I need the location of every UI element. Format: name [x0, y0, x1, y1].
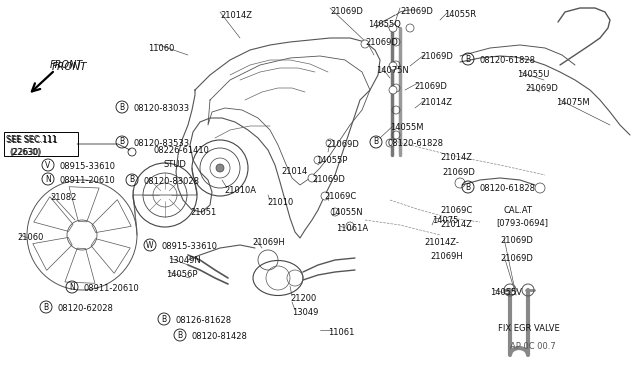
Text: 21014Z: 21014Z	[420, 98, 452, 107]
Text: 21069D: 21069D	[330, 7, 363, 16]
Text: B: B	[129, 176, 134, 185]
Text: (22630): (22630)	[10, 148, 42, 157]
Text: 14055P: 14055P	[316, 156, 348, 165]
Circle shape	[389, 62, 397, 70]
Text: 08915-33610: 08915-33610	[161, 242, 217, 251]
Circle shape	[389, 24, 397, 32]
Text: 21014: 21014	[281, 167, 307, 176]
Text: 08120-81428: 08120-81428	[191, 332, 247, 341]
Text: 21014Z: 21014Z	[440, 220, 472, 229]
Text: 11060: 11060	[148, 44, 174, 53]
Text: 13049: 13049	[292, 308, 318, 317]
Text: FRONT: FRONT	[52, 62, 88, 72]
Text: 21069D: 21069D	[312, 175, 345, 184]
Text: 21069D: 21069D	[525, 84, 558, 93]
Text: N: N	[45, 174, 51, 183]
Circle shape	[314, 156, 322, 164]
Text: 14075: 14075	[432, 216, 458, 225]
Text: 21069H: 21069H	[252, 238, 285, 247]
Text: 21014Z: 21014Z	[220, 11, 252, 20]
Circle shape	[389, 86, 397, 94]
Text: SEE SEC.111: SEE SEC.111	[6, 135, 57, 144]
Text: 21010A: 21010A	[224, 186, 256, 195]
Circle shape	[308, 174, 316, 182]
Text: B: B	[373, 138, 379, 147]
Text: 08120-61828: 08120-61828	[479, 184, 535, 193]
Circle shape	[406, 24, 414, 32]
Text: 11061: 11061	[328, 328, 355, 337]
Text: (22630): (22630)	[9, 148, 40, 157]
Text: 14055N: 14055N	[330, 208, 363, 217]
Text: 08120-61828: 08120-61828	[479, 56, 535, 65]
Text: N: N	[69, 282, 75, 292]
Text: B: B	[465, 55, 470, 64]
Text: 21014Z-: 21014Z-	[424, 238, 459, 247]
Text: 21069D: 21069D	[414, 82, 447, 91]
Text: B: B	[465, 183, 470, 192]
Circle shape	[326, 139, 334, 147]
Text: 21069D: 21069D	[400, 7, 433, 16]
Text: STUD: STUD	[163, 160, 186, 169]
Text: 21069C: 21069C	[324, 192, 356, 201]
Text: AP 0C 00.7: AP 0C 00.7	[510, 342, 556, 351]
Circle shape	[346, 222, 354, 230]
Text: 08911-20610: 08911-20610	[59, 176, 115, 185]
Text: 08120-83028: 08120-83028	[143, 177, 199, 186]
Text: 08120-61828: 08120-61828	[387, 139, 443, 148]
Text: 21082: 21082	[50, 193, 76, 202]
Text: 08915-33610: 08915-33610	[59, 162, 115, 171]
Text: 14055U: 14055U	[517, 70, 549, 79]
Text: 21069H: 21069H	[430, 252, 463, 261]
Circle shape	[321, 192, 329, 200]
Text: 21200: 21200	[290, 294, 316, 303]
Text: B: B	[120, 138, 125, 147]
Text: FRONT: FRONT	[50, 60, 83, 70]
Circle shape	[331, 208, 339, 216]
Text: 14056P: 14056P	[166, 270, 198, 279]
Text: 21069D: 21069D	[442, 168, 475, 177]
Text: 21069D: 21069D	[500, 236, 533, 245]
Text: 14055M: 14055M	[390, 123, 424, 132]
Text: B: B	[120, 103, 125, 112]
Text: 21014Z: 21014Z	[440, 153, 472, 162]
Text: 08126-81628: 08126-81628	[175, 316, 231, 325]
Text: CAL.AT: CAL.AT	[504, 206, 533, 215]
Text: 21069C: 21069C	[440, 206, 472, 215]
Text: 08120-83033: 08120-83033	[133, 104, 189, 113]
Text: V: V	[45, 160, 51, 170]
Text: [0793-0694]: [0793-0694]	[496, 218, 548, 227]
Circle shape	[216, 164, 224, 172]
Text: 11061A: 11061A	[336, 224, 368, 233]
Text: 13049N: 13049N	[168, 256, 201, 265]
Text: 21010: 21010	[267, 198, 293, 207]
Circle shape	[386, 139, 394, 147]
Text: W: W	[147, 241, 154, 250]
Text: 21069D: 21069D	[326, 140, 359, 149]
Text: 08911-20610: 08911-20610	[83, 284, 139, 293]
Text: 14075M: 14075M	[556, 98, 589, 107]
Text: B: B	[161, 314, 166, 324]
Text: 08120-83533: 08120-83533	[133, 139, 189, 148]
Text: 14055V: 14055V	[490, 288, 522, 297]
Text: 14055Q: 14055Q	[368, 20, 401, 29]
Text: 21051: 21051	[190, 208, 216, 217]
Text: 14075N: 14075N	[376, 66, 409, 75]
Circle shape	[361, 40, 369, 48]
Text: SEE SEC.111: SEE SEC.111	[7, 136, 58, 145]
Text: 21069D: 21069D	[420, 52, 453, 61]
Text: 21069D: 21069D	[365, 38, 398, 47]
Text: 21069D: 21069D	[500, 254, 533, 263]
Text: 08120-62028: 08120-62028	[57, 304, 113, 313]
Text: FIX EGR VALVE: FIX EGR VALVE	[498, 324, 560, 333]
Text: 14055R: 14055R	[444, 10, 476, 19]
Text: B: B	[44, 302, 49, 311]
Text: 08226-61410: 08226-61410	[153, 146, 209, 155]
Text: 21060: 21060	[17, 233, 44, 242]
Text: B: B	[177, 330, 182, 340]
